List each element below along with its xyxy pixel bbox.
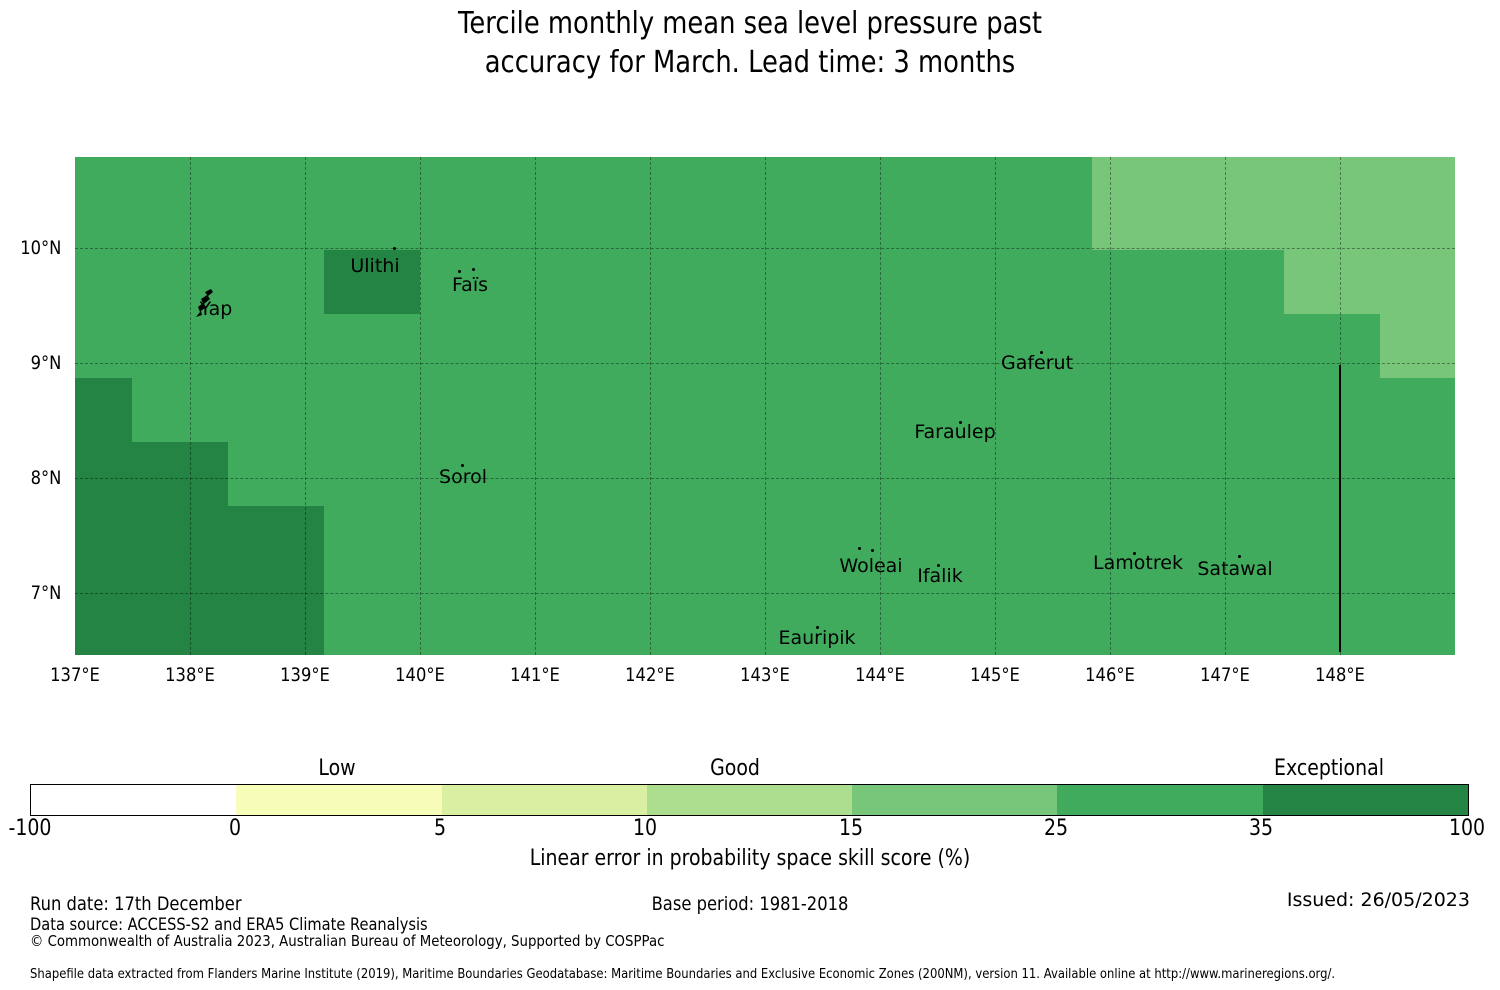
colorbar-label-low: Low xyxy=(318,756,356,781)
place-label-ifalik: Ifalik xyxy=(917,565,963,587)
gridline-vertical xyxy=(765,157,766,655)
colorbar-tick: 0 xyxy=(228,816,242,841)
map-area: Ulithi Faïs Yap Gaferut Faraulep Sorol W… xyxy=(75,157,1455,655)
place-label-ulithi: Ulithi xyxy=(350,255,400,277)
skill-region-light-2 xyxy=(1284,250,1455,314)
colorbar-tick: 35 xyxy=(1248,816,1274,841)
title-line-2: accuracy for March. Lead time: 3 months xyxy=(484,45,1016,80)
x-tick-148e: 148°E xyxy=(1315,664,1365,686)
gridline-horizontal xyxy=(75,478,1455,479)
x-tick-138e: 138°E xyxy=(165,664,215,686)
skill-region-dark-sw-3 xyxy=(228,506,324,655)
gridline-vertical xyxy=(880,157,881,655)
colorbar-label-good: Good xyxy=(710,756,760,781)
copyright: © Commonwealth of Australia 2023, Austra… xyxy=(30,932,665,950)
gridline-vertical xyxy=(1225,157,1226,655)
colorbar-axis-label: Linear error in probability space skill … xyxy=(529,846,971,871)
gridline-vertical xyxy=(650,157,651,655)
x-tick-145e: 145°E xyxy=(970,664,1020,686)
colorbar xyxy=(30,784,1469,816)
island-marker-dot xyxy=(858,547,861,550)
colorbar-tick: -100 xyxy=(8,816,52,841)
skill-region-dark-sw-2 xyxy=(132,442,228,655)
island-marker-dot xyxy=(461,464,464,467)
base-period: Base period: 1981-2018 xyxy=(651,893,849,915)
x-tick-142e: 142°E xyxy=(625,664,675,686)
place-label-woleai: Woleai xyxy=(839,555,903,577)
x-tick-141e: 141°E xyxy=(510,664,560,686)
y-tick-8n: 8°N xyxy=(30,467,62,489)
skill-region-light-1 xyxy=(1092,157,1455,250)
island-marker-dot xyxy=(393,247,396,250)
gridline-horizontal xyxy=(75,363,1455,364)
island-marker-dot xyxy=(959,421,962,424)
x-tick-143e: 143°E xyxy=(740,664,790,686)
y-tick-9n: 9°N xyxy=(30,352,62,374)
colorbar-segment xyxy=(441,785,647,815)
x-tick-146e: 146°E xyxy=(1085,664,1135,686)
colorbar-tick: 100 xyxy=(1448,816,1486,841)
place-label-lamotrek: Lamotrek xyxy=(1093,552,1183,574)
figure-title: Tercile monthly mean sea level pressure … xyxy=(105,4,1395,82)
colorbar-segment xyxy=(1262,785,1468,815)
skill-region-dark-sw-1 xyxy=(75,378,132,655)
skill-region-dark-ulithi xyxy=(324,250,420,314)
yap-island-icon xyxy=(196,289,213,317)
y-tick-10n: 10°N xyxy=(20,237,62,259)
gridline-vertical xyxy=(995,157,996,655)
colorbar-tick: 25 xyxy=(1043,816,1069,841)
island-marker-dot xyxy=(1238,555,1241,558)
island-marker-dot xyxy=(816,626,819,629)
island-marker-dot xyxy=(458,270,461,273)
x-tick-137e: 137°E xyxy=(50,664,100,686)
place-label-yap: Yap xyxy=(199,298,233,320)
x-tick-140e: 140°E xyxy=(395,664,445,686)
island-marker-dot xyxy=(937,564,940,567)
place-label-fais: Faïs xyxy=(451,274,489,296)
gridline-vertical xyxy=(190,157,191,655)
colorbar-segment xyxy=(1057,785,1263,815)
place-label-gaferut: Gaferut xyxy=(1000,352,1074,374)
issued-date: Issued: 26/05/2023 xyxy=(1286,889,1470,911)
x-tick-144e: 144°E xyxy=(855,664,905,686)
island-marker-dot xyxy=(871,549,874,552)
skill-region-light-3 xyxy=(1380,314,1455,378)
place-label-satawal: Satawal xyxy=(1197,558,1273,580)
gridline-vertical xyxy=(305,157,306,655)
maritime-boundary-line xyxy=(1339,365,1341,652)
data-source: Data source: ACCESS-S2 and ERA5 Climate … xyxy=(30,915,428,935)
colorbar-tick: 15 xyxy=(838,816,864,841)
x-tick-147e: 147°E xyxy=(1200,664,1250,686)
y-tick-7n: 7°N xyxy=(30,582,62,604)
place-label-eauripik: Eauripik xyxy=(778,627,856,649)
colorbar-segment xyxy=(31,785,237,815)
gridline-vertical xyxy=(535,157,536,655)
gridline-vertical xyxy=(420,157,421,655)
colorbar-segment xyxy=(646,785,853,815)
island-marker-dot xyxy=(1040,351,1043,354)
colorbar-tick: 10 xyxy=(632,816,658,841)
island-marker-dot xyxy=(1133,552,1136,555)
colorbar-segment xyxy=(236,785,442,815)
shapefile-note: Shapefile data extracted from Flanders M… xyxy=(30,966,1336,982)
x-tick-139e: 139°E xyxy=(280,664,330,686)
colorbar-segment xyxy=(852,785,1058,815)
gridline-vertical xyxy=(1110,157,1111,655)
place-label-faraulep: Faraulep xyxy=(914,421,996,443)
island-marker-dot xyxy=(472,268,475,271)
colorbar-label-exceptional: Exceptional xyxy=(1274,756,1384,781)
colorbar-tick: 5 xyxy=(433,816,447,841)
place-label-sorol: Sorol xyxy=(439,466,487,488)
run-date: Run date: 17th December xyxy=(30,893,242,915)
gridline-horizontal xyxy=(75,248,1455,249)
title-line-1: Tercile monthly mean sea level pressure … xyxy=(458,6,1042,41)
gridline-horizontal xyxy=(75,593,1455,594)
